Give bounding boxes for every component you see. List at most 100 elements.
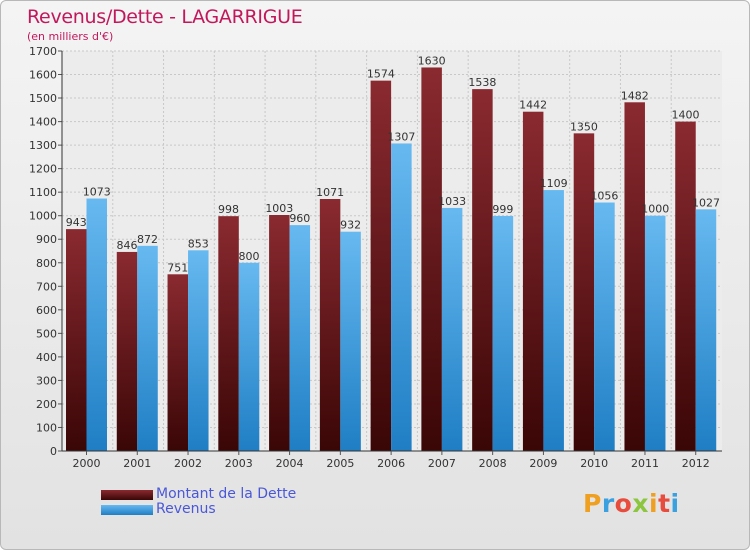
data-label: 1073 bbox=[83, 186, 111, 199]
bar-dette bbox=[269, 215, 290, 451]
chart-title: Revenus/Dette - LAGARRIGUE bbox=[27, 6, 303, 28]
data-label: 1071 bbox=[316, 186, 344, 199]
bar-dette bbox=[319, 199, 341, 451]
logo-letter: P bbox=[583, 489, 602, 518]
x-tick-label: 2007 bbox=[428, 457, 456, 470]
chart-subtitle: (en milliers d'€) bbox=[27, 30, 114, 43]
x-tick-label: 2009 bbox=[529, 457, 557, 470]
y-tick-label: 400 bbox=[36, 351, 57, 364]
legend-swatch-revenus bbox=[101, 505, 153, 515]
x-tick-label: 2012 bbox=[682, 457, 710, 470]
data-label: 1482 bbox=[621, 89, 649, 102]
legend-label-revenus: Revenus bbox=[156, 501, 216, 517]
bar-revenus bbox=[695, 209, 717, 451]
data-label: 1350 bbox=[570, 120, 598, 133]
bar-dette bbox=[472, 89, 493, 451]
bar-revenus bbox=[441, 207, 463, 451]
y-tick-label: 1100 bbox=[29, 186, 57, 199]
bar-revenus bbox=[289, 225, 311, 451]
data-label: 1400 bbox=[671, 109, 699, 122]
data-label: 1033 bbox=[438, 195, 466, 208]
x-tick-label: 2001 bbox=[123, 457, 151, 470]
bars bbox=[66, 67, 717, 452]
x-tick-label: 2005 bbox=[326, 457, 354, 470]
data-label: 800 bbox=[239, 250, 260, 263]
bar-dette bbox=[573, 133, 595, 451]
bar-revenus bbox=[137, 245, 158, 451]
data-label: 960 bbox=[289, 212, 310, 225]
bar-revenus bbox=[594, 202, 615, 451]
data-label: 1307 bbox=[387, 130, 415, 143]
bar-dette bbox=[370, 80, 392, 451]
data-label: 1003 bbox=[265, 202, 293, 215]
y-tick-label: 700 bbox=[36, 280, 57, 293]
legend-swatch-dette bbox=[101, 490, 153, 500]
bar-dette bbox=[421, 67, 442, 452]
x-tick-label: 2011 bbox=[631, 457, 659, 470]
y-tick-label: 600 bbox=[36, 304, 57, 317]
data-label: 1442 bbox=[519, 99, 547, 112]
data-label: 1027 bbox=[692, 196, 720, 209]
data-label: 1630 bbox=[418, 54, 446, 67]
y-tick-label: 1700 bbox=[29, 45, 57, 58]
bar-revenus bbox=[86, 198, 107, 451]
y-tick-label: 1300 bbox=[29, 139, 57, 152]
logo-letter: x bbox=[632, 489, 649, 518]
y-tick-label: 900 bbox=[36, 233, 57, 246]
data-label: 872 bbox=[137, 233, 158, 246]
legend-label-dette: Montant de la Dette bbox=[156, 486, 297, 502]
y-tick-label: 1200 bbox=[29, 163, 57, 176]
y-tick-label: 300 bbox=[36, 374, 57, 387]
logo-letter: r bbox=[601, 489, 615, 518]
y-tick-label: 800 bbox=[36, 257, 57, 270]
bar-dette bbox=[624, 102, 645, 451]
bar-revenus bbox=[492, 215, 514, 451]
x-tick-label: 2006 bbox=[377, 457, 405, 470]
bar-dette bbox=[116, 251, 138, 451]
data-label: 999 bbox=[492, 203, 513, 216]
data-label: 1056 bbox=[590, 190, 618, 203]
data-label: 1000 bbox=[641, 203, 669, 216]
x-tick-label: 2004 bbox=[276, 457, 304, 470]
bar-revenus bbox=[340, 231, 361, 451]
data-label: 853 bbox=[188, 237, 209, 250]
x-tick-label: 2003 bbox=[225, 457, 253, 470]
y-tick-label: 1400 bbox=[29, 116, 57, 129]
y-tick-label: 100 bbox=[36, 421, 57, 434]
bar-dette bbox=[66, 229, 87, 451]
proxiti-logo: Proxiti bbox=[583, 489, 680, 518]
bar-revenus bbox=[188, 250, 209, 451]
bar-revenus bbox=[238, 262, 260, 451]
x-tick-label: 2000 bbox=[73, 457, 101, 470]
bar-revenus bbox=[543, 190, 564, 451]
data-label: 932 bbox=[340, 219, 361, 232]
y-tick-label: 0 bbox=[50, 445, 57, 458]
logo-letter: i bbox=[670, 489, 680, 518]
x-tick-label: 2010 bbox=[580, 457, 608, 470]
y-tick-label: 200 bbox=[36, 398, 57, 411]
x-tick-label: 2008 bbox=[479, 457, 507, 470]
x-tick-label: 2002 bbox=[174, 457, 202, 470]
bar-revenus bbox=[644, 215, 666, 451]
logo-letter: i bbox=[649, 489, 659, 518]
data-label: 751 bbox=[167, 261, 188, 274]
data-label: 943 bbox=[66, 216, 87, 229]
data-label: 1109 bbox=[540, 177, 568, 190]
bar-dette bbox=[167, 274, 189, 451]
y-tick-label: 1000 bbox=[29, 210, 57, 223]
bar-dette bbox=[675, 121, 696, 452]
axes: 0 100 200 300 400 500 600 700 800 900 1000 1100 1200… bbox=[29, 45, 722, 470]
bar-dette bbox=[218, 216, 239, 451]
data-label: 998 bbox=[218, 203, 239, 216]
y-tick-label: 500 bbox=[36, 327, 57, 340]
y-tick-label: 1600 bbox=[29, 69, 57, 82]
bar-dette bbox=[522, 111, 544, 452]
logo-letter: o bbox=[614, 489, 633, 518]
data-label: 846 bbox=[117, 239, 138, 252]
data-label: 1574 bbox=[367, 68, 395, 81]
bar-revenus bbox=[391, 143, 412, 451]
y-tick-label: 1500 bbox=[29, 92, 57, 105]
